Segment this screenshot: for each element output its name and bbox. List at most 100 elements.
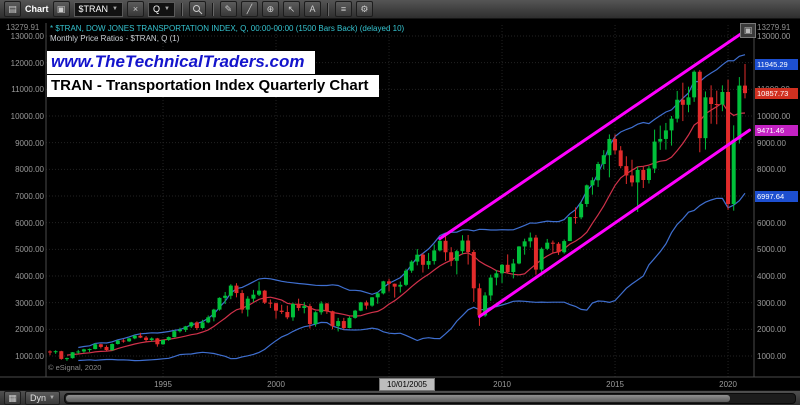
- candle-body: [596, 164, 601, 181]
- candle-body: [144, 337, 149, 340]
- magnifier-glyph: [192, 4, 203, 14]
- candle-body: [556, 243, 561, 253]
- candle-body: [87, 349, 92, 351]
- candle-body: [539, 248, 544, 270]
- candle-body: [375, 293, 380, 298]
- trendline-tool-icon[interactable]: ╱: [240, 1, 258, 17]
- candle-body: [511, 263, 516, 272]
- link-window-icon[interactable]: ▣: [52, 1, 70, 17]
- candle-body: [584, 185, 589, 204]
- dyn-button[interactable]: Dyn ▼: [25, 391, 60, 405]
- candle-body: [500, 264, 505, 274]
- candle-body: [618, 150, 623, 167]
- window-title: Chart: [25, 4, 49, 14]
- candle-body: [257, 290, 262, 295]
- candle-body: [206, 317, 211, 323]
- scrollbar-thumb[interactable]: [65, 394, 731, 402]
- settings-gear-icon[interactable]: ⚙: [355, 1, 373, 17]
- window-menu-icon[interactable]: ▤: [4, 1, 21, 17]
- candle-body: [127, 338, 132, 342]
- candle-body: [104, 346, 109, 351]
- snapshot-icon[interactable]: ▣: [740, 23, 756, 38]
- y-axis-label: 7000.00: [15, 192, 44, 201]
- candle-body: [567, 217, 572, 242]
- crosshair-tool-icon[interactable]: ⊕: [261, 1, 279, 17]
- candle-body: [550, 242, 555, 244]
- candle-body: [279, 310, 284, 312]
- candle-body: [115, 340, 120, 344]
- candle-body: [189, 322, 194, 327]
- candle-body: [675, 99, 680, 119]
- y-axis-label: 13000.00: [757, 32, 791, 41]
- y-axis-label: 2000.00: [757, 325, 786, 335]
- candle-body: [138, 335, 143, 338]
- y-axis-label: 5000.00: [15, 245, 44, 255]
- y-axis-label: 8000.00: [757, 165, 786, 175]
- horizontal-scrollbar[interactable]: [63, 392, 796, 404]
- lower-band-price-tag: 6997.64: [755, 191, 798, 203]
- y-axis-label: 10000.00: [10, 112, 44, 121]
- candle-body: [211, 309, 216, 318]
- candle-body: [477, 288, 482, 316]
- symbol-input[interactable]: $TRAN ▼: [73, 1, 123, 17]
- chart-options-icon[interactable]: ▦: [4, 391, 21, 405]
- candle-body: [98, 344, 103, 347]
- candle-body: [454, 251, 459, 261]
- candle-body: [409, 261, 414, 271]
- y-axis-label: 9000.00: [15, 138, 44, 148]
- candle-body: [709, 97, 714, 104]
- candle-body: [183, 326, 188, 330]
- candle-body: [522, 241, 527, 247]
- candle-body: [703, 97, 708, 139]
- toolbar-separator: [326, 2, 329, 16]
- candle-body: [53, 351, 58, 353]
- clear-symbol-button[interactable]: ×: [126, 1, 144, 17]
- y-axis-label: 1000.00: [757, 352, 786, 361]
- candle-body: [726, 92, 731, 204]
- candle-body: [240, 293, 245, 310]
- candle-body: [217, 297, 222, 310]
- pencil-draw-icon[interactable]: ✎: [219, 1, 237, 17]
- toolbar-separator: [211, 2, 214, 16]
- candle-body: [296, 304, 301, 308]
- candle-body: [149, 338, 154, 340]
- candle-body: [48, 351, 52, 353]
- candle-body: [415, 254, 420, 262]
- upper-band-price-tag: 11945.29: [755, 59, 798, 71]
- candle-body: [494, 273, 499, 278]
- y-axis-label: 13000.00: [10, 32, 44, 41]
- candle-body: [370, 297, 375, 306]
- candle-body: [353, 310, 358, 318]
- candle-body: [613, 138, 618, 151]
- trendline-price-tag: 9471.46: [755, 125, 798, 137]
- bottom-bar: ▦ Dyn ▼: [0, 390, 800, 405]
- y-axis-label: 6000.00: [757, 218, 786, 228]
- watermark-caption: TRAN - Transportation Index Quarterly Ch…: [47, 75, 379, 97]
- interval-input[interactable]: Q ▼: [147, 1, 175, 17]
- price-plot[interactable]: [0, 19, 800, 390]
- studies-icon[interactable]: ≡: [334, 1, 352, 17]
- chart-symbol-header: * $TRAN, DOW JONES TRANSPORTATION INDEX,…: [50, 24, 405, 33]
- candle-body: [234, 285, 239, 294]
- candle-body: [579, 204, 584, 218]
- candle-body: [245, 298, 250, 310]
- candle-body: [663, 130, 668, 139]
- candle-body: [268, 302, 273, 304]
- candle-body: [629, 175, 634, 183]
- candle-body: [692, 71, 697, 98]
- chart-region: * $TRAN, DOW JONES TRANSPORTATION INDEX,…: [0, 19, 800, 391]
- candle-body: [635, 169, 640, 183]
- zoom-icon[interactable]: [188, 1, 206, 17]
- candle-body: [330, 311, 335, 327]
- text-tool-icon[interactable]: A: [303, 1, 321, 17]
- candle-body: [533, 237, 538, 270]
- candle-body: [516, 246, 521, 264]
- pointer-tool-icon[interactable]: ↖: [282, 1, 300, 17]
- x-axis-label: 2015: [606, 380, 624, 389]
- candle-body: [307, 306, 312, 324]
- candle-body: [387, 281, 392, 284]
- channel-lower-line: [477, 128, 752, 319]
- x-axis-label: 1995: [154, 380, 172, 389]
- candle-body: [488, 277, 493, 296]
- candle-body: [64, 358, 69, 360]
